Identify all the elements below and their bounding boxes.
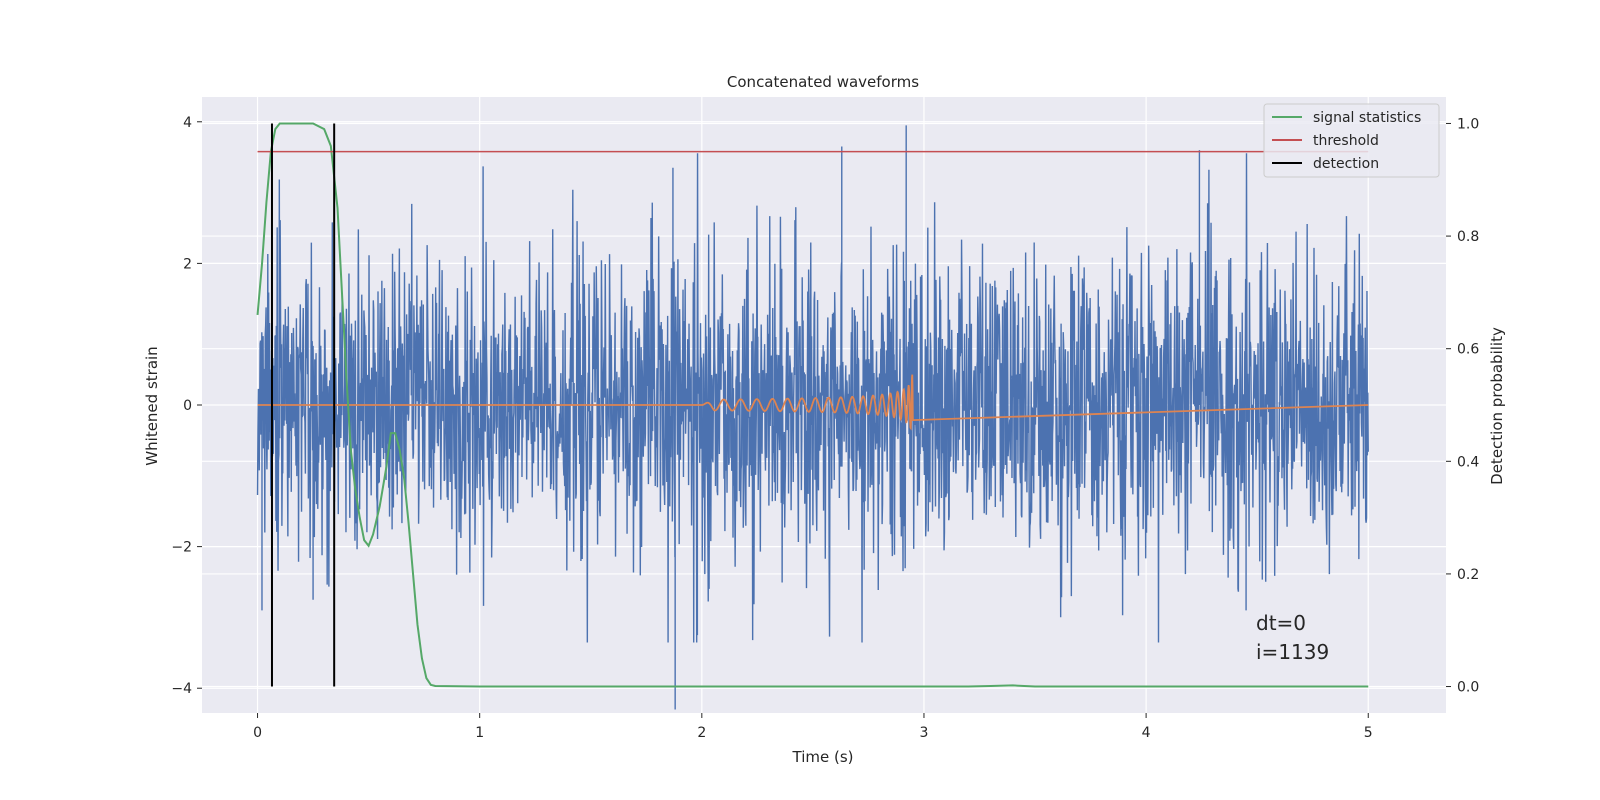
- detection-lines: [270, 123, 336, 687]
- annotation-index: i=1139: [1256, 640, 1329, 664]
- x-tick-label: 3: [920, 725, 929, 741]
- annotation-dt: dt=0: [1256, 611, 1306, 635]
- y2-tick-label: 0.6: [1457, 342, 1479, 358]
- y-tick-label: 0: [183, 398, 192, 414]
- legend-label: signal statistics: [1313, 110, 1421, 126]
- x-tick-label: 2: [697, 725, 706, 741]
- y-tick-label: −4: [171, 681, 192, 697]
- x-tick-label: 4: [1142, 725, 1151, 741]
- legend-label: threshold: [1313, 133, 1379, 149]
- y2-tick-label: 0.0: [1457, 680, 1479, 696]
- legend-entry-detection: detection: [1272, 156, 1379, 172]
- x-axis-label: Time (s): [792, 748, 854, 766]
- legend-entry-signal: signal statistics: [1272, 110, 1421, 126]
- chart-title: Concatenated waveforms: [727, 73, 919, 91]
- y-tick-label: 4: [183, 115, 192, 131]
- y2-tick-label: 0.4: [1457, 454, 1479, 470]
- y2-axis-label: Detection probability: [1488, 327, 1506, 485]
- y-tick-label: 2: [183, 256, 192, 272]
- legend: signal statistics threshold detection: [1263, 103, 1440, 178]
- y-tick-label: −2: [171, 540, 192, 556]
- x-tick-label: 0: [253, 725, 262, 741]
- y-axis-label: Whitened strain: [143, 346, 161, 465]
- legend-entry-threshold: threshold: [1272, 133, 1379, 149]
- y2-axis-ticks: 0.0 0.2 0.4 0.6 0.8 1.0: [1446, 116, 1479, 696]
- y2-tick-label: 0.8: [1457, 229, 1479, 245]
- annotation: dt=0 i=1139: [1256, 611, 1329, 664]
- x-tick-label: 1: [475, 725, 484, 741]
- strain-series-line: [256, 125, 1369, 710]
- y2-tick-label: 1.0: [1457, 116, 1479, 132]
- x-axis-ticks: 0 1 2 3 4 5: [253, 713, 1373, 741]
- plot-area: [256, 122, 1369, 710]
- y-axis-ticks: −4 −2 0 2 4: [171, 115, 202, 697]
- legend-label: detection: [1313, 156, 1379, 172]
- signal-statistics-line: [256, 122, 1369, 688]
- waveform-series-line: [257, 374, 1369, 431]
- x-tick-label: 5: [1364, 725, 1373, 741]
- y2-tick-label: 0.2: [1457, 567, 1479, 583]
- legend-frame: [1263, 103, 1440, 178]
